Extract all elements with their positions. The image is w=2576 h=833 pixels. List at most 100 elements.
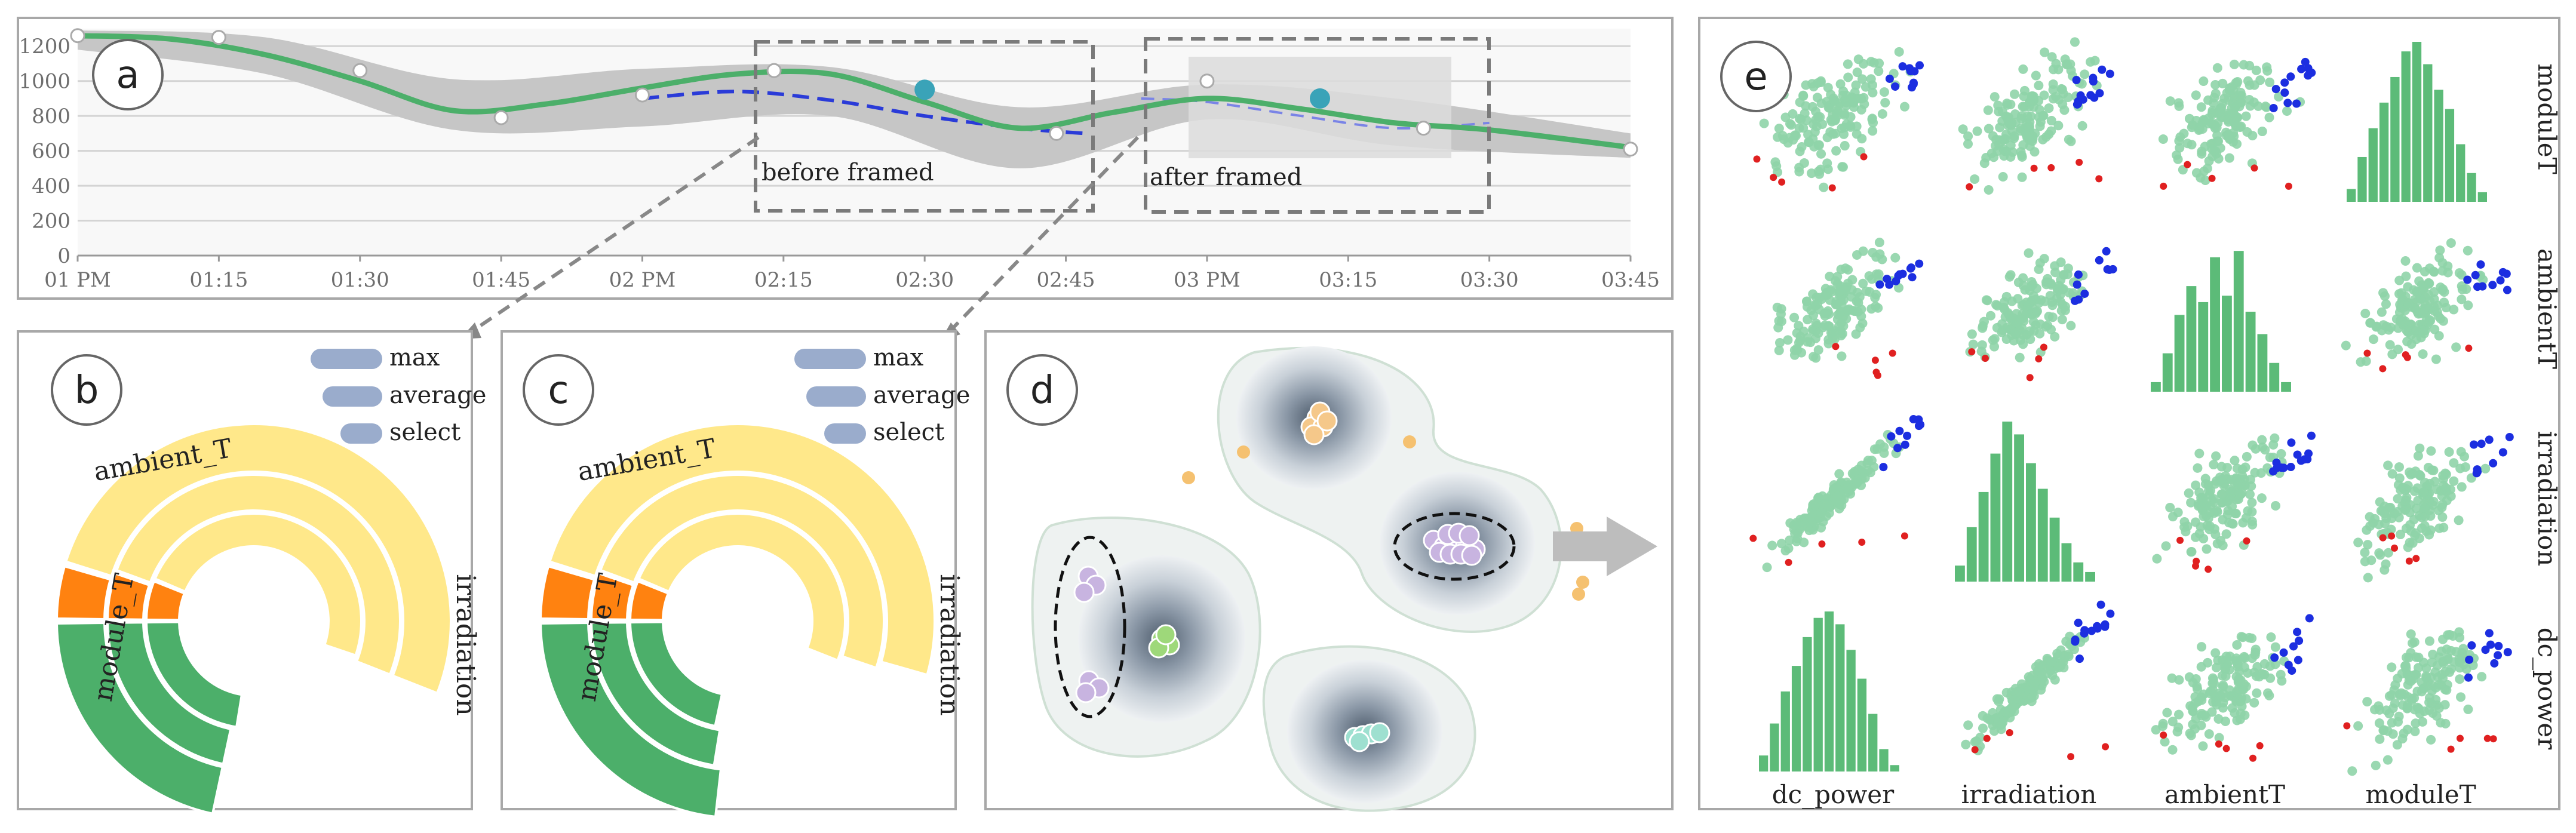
radial-bar-irradiation-average [115,474,401,676]
scatter-point [2434,331,2444,341]
histogram-bar [2477,192,2487,202]
scatter-point [2202,511,2212,521]
scatter-point [2027,693,2037,703]
annotation-before-framed: before framed [762,159,934,186]
scatter-point [2264,112,2274,122]
scatter-point [2200,142,2210,152]
scatter-point [2051,91,2061,102]
scatter-point [2038,134,2048,145]
scatter-point [2030,128,2040,139]
scatter-point-red [2075,158,2083,166]
scatter-point-blue [2102,247,2111,256]
scatter-point [2430,477,2440,487]
scatter-point [1868,126,1878,136]
scatter-point [1814,305,1825,315]
x-tick-label: 02 PM [609,268,676,292]
scatter-point [2031,677,2041,687]
scatter-point [1759,118,1769,128]
matrix-cell-dc_power-ambientT [2151,614,2314,762]
legend-swatch-select [824,423,866,444]
histogram-bar [2347,189,2356,202]
scatter-point-blue [2108,265,2117,273]
scatter-point [2455,674,2465,684]
scatter-point-blue [2292,99,2301,108]
scatter-point [2212,63,2222,73]
scatter-point [1867,114,1877,124]
panel-a-x-ticks: 01 PM 01:15 01:30 01:45 02 PM 02:15 02:30 02:45… [44,254,1660,292]
scatter-point [2206,686,2216,696]
scatter-point [1776,539,1786,549]
scatter-point [1806,337,1816,348]
histogram-bar [2186,286,2197,392]
scatter-point [2409,705,2420,715]
scatter-point [2044,103,2054,113]
scatter-point [2015,352,2025,362]
scatter-point [2193,463,2203,473]
histogram-bar [1813,617,1823,771]
scatter-point [2055,297,2065,307]
scatter-point [1794,167,1804,177]
panel-b-letter: b [75,368,99,413]
histogram-bar [1803,637,1812,771]
scatter-point [2377,307,2387,317]
scatter-point [2222,509,2233,520]
scatter-point-blue [2463,275,2472,284]
scatter-point-red [2095,175,2103,183]
scatter-point [1958,124,1968,134]
scatter-point [1797,142,1807,152]
scatter-point [2439,297,2449,308]
scatter-point-blue [2490,659,2499,668]
scatter-point [2401,271,2411,281]
histogram-bar [2401,51,2411,202]
radial-bar-module_T-select [145,620,243,729]
scatter-point [2250,644,2261,654]
scatter-point [2216,489,2227,499]
scatter-point-red [2483,734,2491,742]
scatter-point-blue [2498,448,2507,457]
scatter-point-blue [1895,426,1904,435]
scatter-point [1894,47,1904,57]
scatter-point [1800,108,1810,118]
scatter-point [2271,500,2281,511]
panel-b-legend: max average select [311,344,486,446]
scatter-point [2397,734,2408,744]
histogram-bar [2085,571,2095,582]
scatter-point [2244,632,2254,643]
panel-c-letter: c [548,368,569,413]
panel-d-badge [1006,354,1078,426]
scatter-point-red [1818,540,1826,548]
y-tick-label: 1200 [19,35,70,59]
scatter-point-red [2067,753,2075,761]
scatter-point [1860,473,1870,483]
scatter-point [2197,642,2207,652]
scatter-point [2012,309,2022,319]
scatter-point [1819,182,1829,192]
scatter-point [2477,672,2487,682]
scatter-point [1832,272,1843,282]
scatter-point [2252,662,2262,672]
scatter-point [2221,671,2231,681]
histogram-bar [2014,434,2024,582]
scatter-point [1795,97,1805,107]
scatter-point [1835,79,1846,89]
scatter-point [1813,140,1823,150]
scatter-point [1801,80,1811,90]
scatter-point-blue [1891,82,1900,91]
scatter-point [2031,70,2041,81]
scatter-point [2032,306,2042,316]
scatter-point [1809,352,1819,362]
panel-a-y-ticks: 0 200 400 600 800 1000 1200 [19,35,70,268]
scatter-point-blue [2293,656,2302,665]
radial-bar-ambient_T-average [106,572,151,621]
scatter-point [2437,258,2448,268]
scatter-point [1989,92,2000,102]
scatter-point-red [1983,734,1991,742]
data-point [352,63,368,78]
histogram-bar [1966,527,1977,582]
scatter-point [1992,300,2003,311]
scatter-point [2224,656,2234,666]
scatter-point [1767,540,1777,551]
scatter-point [2016,113,2027,124]
scatter-point [2241,111,2251,121]
scatter-point [2434,523,2445,533]
